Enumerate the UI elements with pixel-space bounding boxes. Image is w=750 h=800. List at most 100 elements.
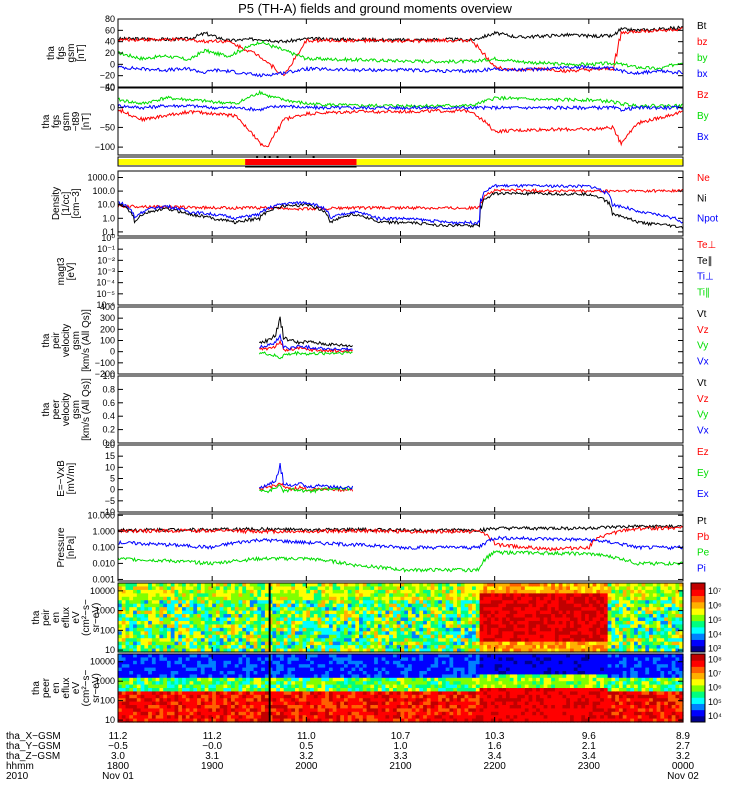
heatmap-cell [637,607,643,612]
heatmap-cell [148,698,153,703]
heatmap-cell [347,705,353,709]
heatmap-cell [626,631,631,636]
heatmap-cell [660,607,665,612]
heatmap-cell [430,603,435,608]
heatmap-cell [475,645,481,650]
heatmap-cell [133,698,138,703]
heatmap-cell [490,596,496,601]
heatmap-cell [468,603,473,608]
heatmap-cell [618,648,624,653]
heatmap-cell [155,664,161,669]
heatmap-cell [566,593,571,598]
y-tick-label: 0 [110,59,115,69]
heatmap-cell [129,583,134,588]
heatmap-cell [562,614,567,619]
heatmap-cell [227,583,232,588]
heatmap-cell [340,638,345,643]
heatmap-cell [675,627,680,632]
heatmap-cell [671,596,677,601]
heatmap-cell [487,583,492,588]
heatmap-cell [279,607,285,612]
heatmap-cell [189,648,194,653]
heatmap-cell [257,631,262,636]
heatmap-cell [551,641,556,646]
heatmap-cell [641,617,646,622]
heatmap-cell [238,607,243,612]
heatmap-cell [630,614,635,619]
heatmap-cell [261,645,266,650]
heatmap-cell [362,654,368,658]
y-axis-label-line: [cm−3] [71,188,82,219]
heatmap-cell [494,627,500,632]
heatmap-cell [279,627,285,632]
heatmap-cell [453,624,458,629]
heatmap-cell [472,603,477,608]
heatmap-cell [366,596,371,601]
heatmap-cell [268,645,274,650]
heatmap-cell [215,677,221,682]
heatmap-cell [253,641,258,646]
heatmap-cell [637,620,643,625]
heatmap-cell [306,674,311,679]
heatmap-cell [159,708,164,713]
heatmap-cell [490,624,496,629]
heatmap-cell [148,600,153,605]
heatmap-cell [328,698,334,703]
heatmap-cell [219,603,225,608]
heatmap-cell [215,705,221,709]
heatmap-cell [641,607,646,612]
heatmap-cell [359,603,364,608]
heatmap-cell [223,624,228,629]
heatmap-cell [276,614,281,619]
heatmap-cell [521,610,526,615]
heatmap-cell [129,664,134,669]
heatmap-cell [551,638,556,643]
heatmap-cell [182,614,187,619]
y-tick-label: 0 [110,103,115,113]
heatmap-cell [336,645,341,650]
heatmap-cell [570,586,575,591]
heatmap-cell [268,593,274,598]
heatmap-cell [159,610,164,615]
heatmap-cell [603,583,609,588]
legend-Ex: Ex [697,489,709,500]
heatmap-cell [408,586,413,591]
heatmap-cell [170,627,176,632]
heatmap-cell [302,614,307,619]
heatmap-cell [521,614,526,619]
heatmap-cell [385,701,390,706]
heatmap-cell [268,631,274,636]
heatmap-cell [483,648,488,653]
heatmap-cell [634,593,639,598]
heatmap-cell [287,711,292,716]
heatmap-cell [231,711,236,716]
heatmap-cell [577,596,582,601]
heatmap-cell [257,634,262,639]
heatmap-cell [464,638,469,643]
heatmap-cell [174,620,179,625]
heatmap-cell [295,638,300,643]
heatmap-cell [464,610,469,615]
heatmap-cell [641,634,646,639]
heatmap-cell [321,620,326,625]
heatmap-cell [261,667,266,672]
heatmap-cell [227,705,232,709]
heatmap-cell [144,684,149,689]
heatmap-cell [155,660,161,665]
heatmap-cell [374,634,379,639]
heatmap-cell [332,589,338,594]
heatmap-cell [295,711,300,716]
heatmap-cell [325,698,330,703]
heatmap-cell [215,627,221,632]
heatmap-cell [637,641,643,646]
heatmap-cell [231,593,236,598]
heatmap-cell [151,631,157,636]
heatmap-cell [392,705,398,709]
heatmap-cell [505,620,511,625]
heatmap-cell [438,603,443,608]
heatmap-cell [133,715,138,720]
heatmap-cell [370,718,375,723]
heatmap-cell [197,684,202,689]
heatmap-cell [344,631,349,636]
heatmap-cell [494,648,500,653]
